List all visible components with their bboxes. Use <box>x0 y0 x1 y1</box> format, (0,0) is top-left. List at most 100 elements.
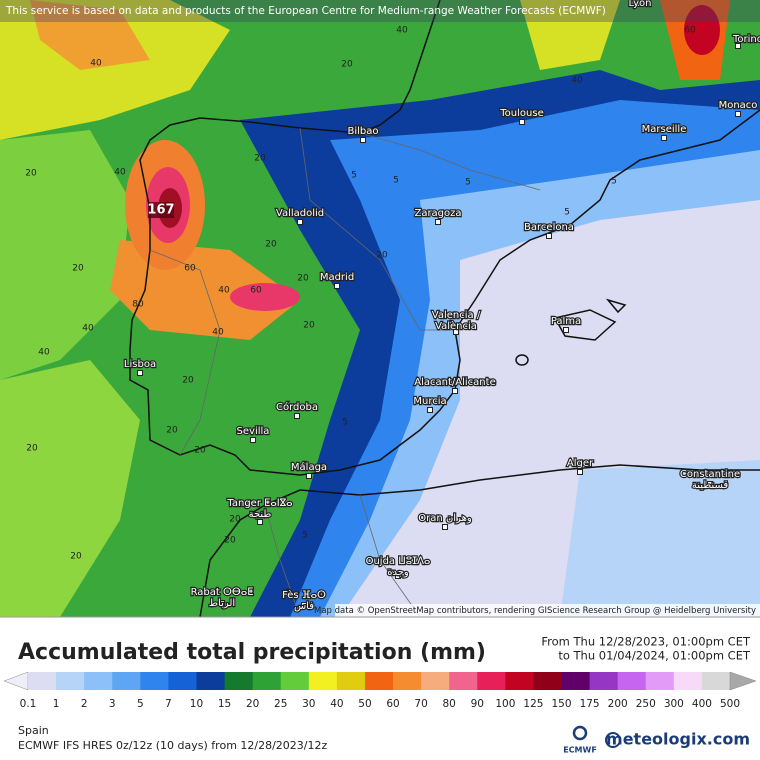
attribution: Map data © OpenStreetMap contributors, r… <box>314 606 756 616</box>
scale-swatch <box>140 672 169 690</box>
contour-label: 20 <box>229 515 241 525</box>
scale-swatch <box>645 672 675 690</box>
scale-swatch <box>308 672 338 690</box>
city-name: Fès ⴼⴰⵙ <box>282 589 326 601</box>
city-dot <box>219 600 225 606</box>
city-dot <box>707 481 713 487</box>
city: Murcia <box>412 395 448 413</box>
city-name: Oujda ⵡⵓⵊⴷⴰ <box>366 556 431 567</box>
scale-label: 2 <box>81 698 88 710</box>
scale-label: 90 <box>471 698 484 710</box>
max-label: 167 <box>147 203 174 218</box>
city-name: وجدة <box>387 567 409 578</box>
scale-label: 70 <box>414 698 427 710</box>
scale-swatch <box>617 672 647 690</box>
scale-swatch <box>477 672 506 690</box>
contour-label: 40 <box>90 59 102 69</box>
city: Lisboa <box>123 358 157 376</box>
city-dot <box>546 233 552 239</box>
contour-label: 20 <box>72 264 84 274</box>
contour-label: 20 <box>182 376 194 386</box>
city-name: Alger <box>567 458 594 469</box>
city-name: Tanger ⵟⴰⵏⴵⴰ <box>226 498 292 509</box>
city-name: Valladolid <box>276 208 324 219</box>
city-name: Toulouse <box>499 108 543 119</box>
contour-label: 40 <box>212 328 224 338</box>
contour-label: 20 <box>166 426 178 436</box>
max-marker: 167 <box>147 202 175 218</box>
city-dot <box>735 43 741 49</box>
contour-label: 20 <box>303 321 315 331</box>
contour-label: 40 <box>218 286 230 296</box>
city: Alger <box>566 457 595 475</box>
city-dot <box>661 135 667 141</box>
scale-swatch <box>336 672 366 690</box>
max-box <box>148 202 174 218</box>
scale-swatch <box>561 672 591 690</box>
city-dot <box>735 111 741 117</box>
city-name: Constantine <box>680 469 740 480</box>
scale-swatch <box>364 672 394 690</box>
scale-label: 175 <box>580 698 600 710</box>
scale-swatch <box>505 672 534 690</box>
city-dot <box>563 327 569 333</box>
city: Zaragoza <box>413 207 463 225</box>
city-name: Bilbao <box>347 126 378 137</box>
map <box>0 0 760 618</box>
color-scale: 0.1 1 2 3 5 7 10 15 20 25 30 40 50 60 70 80 90 100 125 150 1… <box>3 671 757 710</box>
city: Monaco <box>717 99 759 117</box>
brand-icon <box>605 732 621 748</box>
scale-label: 5 <box>137 698 144 710</box>
city-dot <box>360 137 366 143</box>
city-name: Oran وهران <box>418 513 472 524</box>
city: Barcelona <box>523 221 575 239</box>
brand: meteologix.com <box>606 730 750 749</box>
scale-label: 300 <box>664 698 684 710</box>
scale-swatch <box>84 672 113 690</box>
city-dot <box>294 413 300 419</box>
city-name: València <box>435 320 477 332</box>
city: Córdoba <box>275 400 319 419</box>
scale-label: 200 <box>608 698 628 710</box>
city-dot <box>334 283 340 289</box>
city-dot <box>395 573 401 579</box>
city: Toulouse <box>498 107 545 125</box>
legend-title: Accumulated total precipitation (mm) <box>18 640 486 665</box>
scale-swatch <box>449 672 478 690</box>
ecmwf-label: ECMWF <box>563 746 597 755</box>
city-dot <box>250 437 256 443</box>
scale-arrow-left <box>3 671 29 691</box>
city-dot <box>427 407 433 413</box>
scale-label: 25 <box>274 698 287 710</box>
city-name: Córdoba <box>276 401 318 413</box>
scale-label: 500 <box>720 698 740 710</box>
city-dot <box>453 329 459 335</box>
city-dot <box>301 602 307 608</box>
contour-label: 5 <box>351 171 357 181</box>
period-to: to Thu 01/04/2024, 01:00pm CET <box>558 649 751 663</box>
scale-label: 7 <box>165 698 172 710</box>
city-name: Lisboa <box>124 359 156 370</box>
ecmwf-logo: ECMWF <box>563 725 597 755</box>
city-name: Madrid <box>320 272 354 283</box>
scale-swatch <box>252 672 282 690</box>
city-name: Barcelona <box>524 222 574 233</box>
scale-label: 60 <box>386 698 399 710</box>
contour-label: 20 <box>25 169 37 179</box>
city-name: Málaga <box>291 461 327 473</box>
city-name: Torino <box>732 34 760 45</box>
city: Oran وهران <box>417 512 473 530</box>
city-name: قسنطينة <box>692 480 729 491</box>
scale-swatch <box>393 672 422 690</box>
city-name: طنجة <box>249 509 272 520</box>
scale-label: 250 <box>636 698 656 710</box>
scale-swatch <box>224 672 254 690</box>
scale-label: 15 <box>218 698 231 710</box>
city-name: الرباط <box>209 598 235 609</box>
city-name: Rabat ⵔⴱⴰⵟ <box>191 587 254 598</box>
contour-label: 5 <box>393 176 399 186</box>
